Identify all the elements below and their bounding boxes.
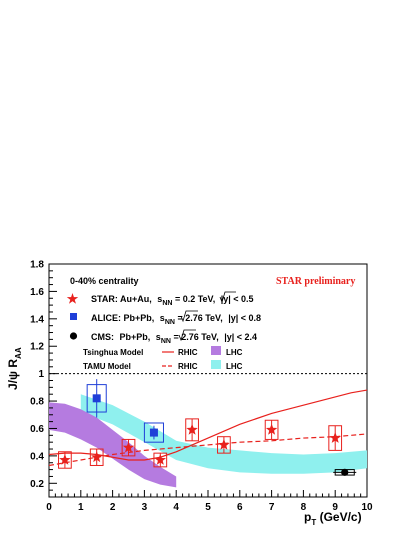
legend-tsinghua-label: Tsinghua Model (83, 348, 143, 357)
legend-alice-energy-sub: NN (165, 319, 175, 326)
alice-point-0 (92, 394, 101, 403)
tamu-lhc-band (80, 394, 368, 474)
x-tick-label-5: 5 (205, 502, 211, 513)
x-tick-label-4: 4 (173, 502, 179, 513)
star-point-2 (122, 441, 135, 453)
legend-alice-sqrt (180, 310, 198, 323)
legend-star-sqrt (219, 291, 236, 304)
legend-alice-entry: ALICE: Pb+Pb, sNN = 2.76 TeV, |y| < 0.8 (91, 313, 261, 326)
tamu-rhic-curve (48, 433, 368, 467)
y-tick-label-8: 1.8 (30, 260, 44, 271)
x-axis-title-main: p (304, 510, 311, 524)
legend-star-energy: s (157, 294, 162, 304)
star-point-4 (186, 423, 198, 435)
x-tick-label-10: 10 (361, 502, 373, 513)
legend-tsinghua-lhc-label: LHC (226, 348, 243, 357)
star-point-0 (59, 454, 71, 465)
star-point-7 (329, 432, 341, 443)
y-axis-title-sub: AA (14, 347, 23, 359)
cms-point-0 (341, 468, 349, 476)
star-point-1 (91, 451, 103, 463)
x-tick-label-7: 7 (269, 502, 275, 513)
x-tick-label-1: 1 (78, 502, 84, 513)
alice-sys-box-1 (143, 422, 164, 443)
y-tick-label-7: 1.6 (30, 287, 44, 298)
legend-alice-system: Pb+Pb, (124, 313, 155, 323)
y-axis-title-main: J/ψ R (6, 359, 20, 390)
x-tick-label-8: 8 (301, 502, 307, 513)
star-point-6 (265, 423, 278, 435)
legend-tamu-label: TAMU Model (83, 362, 131, 371)
legend-tsinghua-lhc-swatch (211, 346, 221, 355)
legend-tamu-lhc-swatch (211, 360, 221, 369)
legend-star-marker (66, 293, 79, 304)
y-tick-label-6: 1.4 (30, 314, 44, 325)
legend-tamu-rhic-label: RHIC (178, 362, 198, 371)
y-tick-label-0: 0.2 (30, 479, 44, 490)
x-tick-label-6: 6 (237, 502, 243, 513)
legend-star-entry: STAR: Au+Au, sNN = 0.2 TeV, |y| < 0.5 (91, 294, 254, 307)
x-tick-label-2: 2 (110, 502, 116, 513)
legend-cms-energy-sub: NN (161, 338, 171, 345)
legend-cms-system: Pb+Pb, (120, 332, 151, 342)
x-axis-title-unit: (GeV/c) (316, 510, 361, 524)
y-tick-label-4: 1 (38, 369, 44, 380)
star-point-5 (218, 438, 230, 450)
legend-star-cut: |y| < 0.5 (221, 294, 254, 304)
legend-tamu-lhc-label: LHC (226, 362, 243, 371)
y-axis-title: J/ψ RAA (6, 347, 23, 390)
legend-cms-entry: CMS: Pb+Pb, sNN = 2.76 TeV, |y| < 2.4 (91, 332, 257, 345)
legend-alice-energy: s (160, 313, 165, 323)
legend-cms-marker (69, 332, 78, 340)
legend-alice-cut: |y| < 0.8 (228, 313, 261, 323)
legend-alice-marker (70, 313, 77, 320)
legend-tsinghua-rhic-label: RHIC (178, 348, 198, 357)
legend: 0-40% centrality STAR preliminary STAR: … (66, 276, 355, 371)
legend-alice-energy-val: = 2.76 TeV, (175, 313, 223, 323)
preliminary-label: STAR preliminary (276, 276, 355, 287)
legend-cms-name: CMS: (91, 332, 114, 342)
centrality-label: 0-40% centrality (70, 276, 139, 286)
y-tick-label-1: 0.4 (30, 451, 44, 462)
legend-cms-cut: |y| < 2.4 (224, 332, 257, 342)
x-tick-label-3: 3 (142, 502, 148, 513)
legend-alice-name: ALICE: (91, 313, 121, 323)
data-layer (58, 379, 357, 476)
axis-layer: 0 1 2 3 4 5 6 7 8 9 10 0.2 0.4 0.6 0.8 1 1.2 1.4 1.6 1.8 (30, 260, 373, 514)
x-axis-title-sub: T (311, 518, 316, 527)
tsinghua-lhc-band (49, 402, 177, 488)
legend-star-energy-sub: NN (162, 300, 172, 307)
legend-cms-sqrt (178, 329, 196, 342)
x-tick-label-9: 9 (332, 502, 338, 513)
y-tick-label-2: 0.6 (30, 424, 44, 435)
model-layer (48, 389, 368, 488)
legend-star-system: Au+Au, (120, 294, 152, 304)
star-point-3 (154, 454, 166, 465)
legend-star-name: STAR: (91, 294, 118, 304)
x-axis-title: pT (GeV/c) (304, 510, 362, 527)
y-tick-label-5: 1.2 (30, 342, 44, 353)
alice-point-1 (149, 428, 158, 437)
legend-cms-energy-val: = 2.76 TeV, (171, 332, 219, 342)
y-tick-label-3: 0.8 (30, 397, 44, 408)
legend-cms-energy: s (156, 332, 161, 342)
x-tick-label-0: 0 (46, 502, 52, 513)
legend-star-energy-val: = 0.2 TeV, (172, 294, 215, 304)
